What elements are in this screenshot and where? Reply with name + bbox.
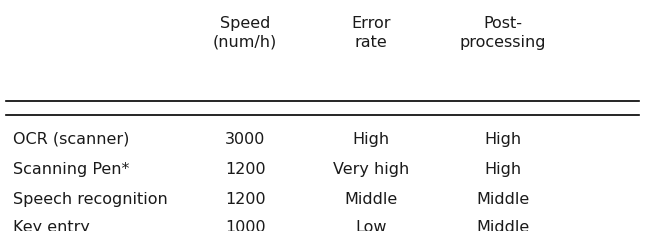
Text: 1000: 1000 <box>225 219 265 231</box>
Text: Middle: Middle <box>344 191 397 206</box>
Text: 1200: 1200 <box>225 161 265 176</box>
Text: Post-
processing: Post- processing <box>460 16 546 50</box>
Text: OCR (scanner): OCR (scanner) <box>13 131 129 146</box>
Text: Error
rate: Error rate <box>351 16 391 50</box>
Text: Speed
(num/h): Speed (num/h) <box>213 16 277 50</box>
Text: 1200: 1200 <box>225 191 265 206</box>
Text: Speech recognition: Speech recognition <box>13 191 168 206</box>
Text: Low: Low <box>355 219 386 231</box>
Text: High: High <box>352 131 390 146</box>
Text: Very high: Very high <box>333 161 409 176</box>
Text: Middle: Middle <box>477 219 530 231</box>
Text: High: High <box>484 161 522 176</box>
Text: 3000: 3000 <box>225 131 265 146</box>
Text: Scanning Pen*: Scanning Pen* <box>13 161 129 176</box>
Text: Middle: Middle <box>477 191 530 206</box>
Text: Key entry: Key entry <box>13 219 90 231</box>
Text: High: High <box>484 131 522 146</box>
